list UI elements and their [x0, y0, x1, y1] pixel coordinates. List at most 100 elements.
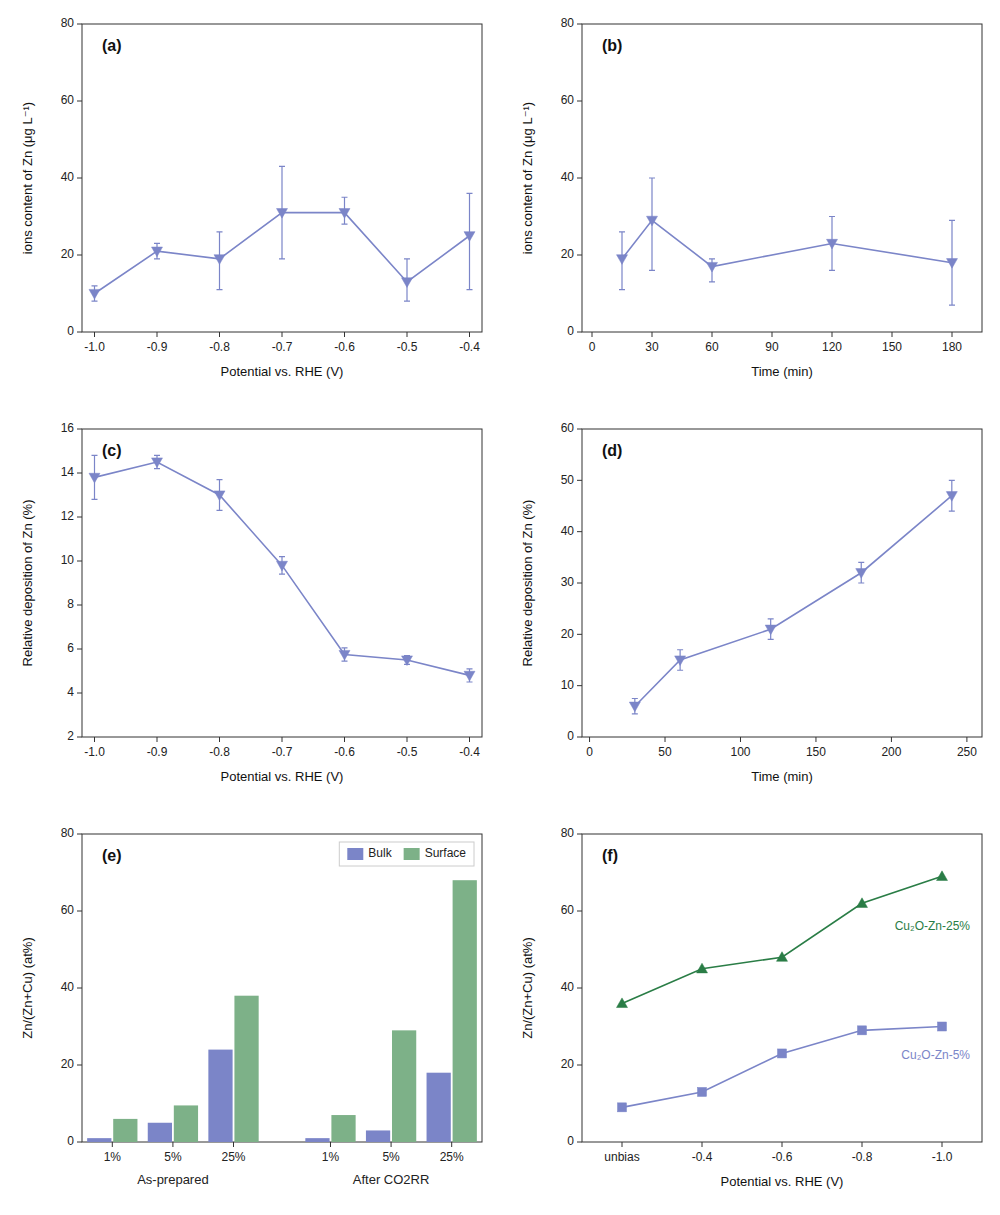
- x-label: Potential vs. RHE (V): [221, 364, 344, 379]
- tick: [577, 178, 582, 179]
- tick: [407, 737, 408, 742]
- tick-label: 25%: [440, 1150, 464, 1164]
- x-axis: -0.4-0.5-0.6-0.7-0.8-0.9-1.0: [84, 737, 480, 759]
- tick: [77, 911, 82, 912]
- tick: [577, 988, 582, 989]
- tick-label: 40: [61, 980, 75, 994]
- tick-label: -1.0: [84, 745, 105, 759]
- tick-label: 90: [765, 340, 779, 354]
- marker: [152, 247, 163, 257]
- tick-label: 0: [67, 324, 74, 338]
- tick-label: 0: [589, 340, 596, 354]
- tick-label: 60: [561, 903, 575, 917]
- marker: [858, 1026, 867, 1035]
- line: [95, 462, 470, 675]
- y-label: Zn/(Zn+Cu) (at%): [520, 937, 535, 1039]
- tick: [712, 332, 713, 337]
- tick: [451, 1142, 452, 1147]
- tick-label: 30: [645, 340, 659, 354]
- bar: [113, 1119, 137, 1142]
- tick-label: 50: [561, 473, 575, 487]
- tick: [344, 332, 345, 337]
- panel-label: (f): [602, 847, 618, 864]
- marker: [697, 963, 708, 973]
- marker: [402, 656, 413, 666]
- bar: [427, 1073, 451, 1142]
- tick: [577, 1142, 582, 1143]
- tick-label: 50: [658, 745, 672, 759]
- tick-label: 14: [61, 465, 75, 479]
- tick-label: 20: [561, 627, 575, 641]
- tick: [219, 737, 220, 742]
- tick-label: -0.4: [692, 1150, 713, 1164]
- tick-label: 20: [561, 247, 575, 261]
- tick-label: 8: [67, 597, 74, 611]
- tick-label: 0: [567, 1134, 574, 1148]
- line: [622, 1027, 942, 1108]
- y-label: ions content of Zn (μg L⁻¹): [520, 102, 535, 254]
- tick: [577, 634, 582, 635]
- x-axis: 0306090120150180: [589, 332, 963, 354]
- tick-label: 0: [567, 729, 574, 743]
- marker: [277, 561, 288, 571]
- tick-label: 0: [586, 745, 593, 759]
- y-axis: 020406080: [61, 16, 82, 338]
- tick-label: 40: [561, 980, 575, 994]
- background: [0, 0, 1000, 1215]
- tick-label: 80: [561, 826, 575, 840]
- marker: [214, 491, 225, 501]
- tick: [77, 24, 82, 25]
- series-label: Cu₂O-Zn-25%: [895, 919, 971, 933]
- tick-label: 60: [705, 340, 719, 354]
- data: [87, 880, 477, 1142]
- tick: [652, 332, 653, 337]
- bar: [208, 1050, 232, 1142]
- tick: [77, 988, 82, 989]
- data: [617, 871, 948, 1112]
- y-axis: 0102030405060: [561, 421, 582, 743]
- marker: [938, 1022, 947, 1031]
- tick: [157, 737, 158, 742]
- tick: [577, 737, 582, 738]
- panel: 0102030405060050100150200250Time (min)Re…: [520, 421, 982, 784]
- marker: [856, 569, 867, 579]
- data: [617, 178, 958, 305]
- plot-frame: [582, 834, 982, 1142]
- tick-label: -0.7: [272, 745, 293, 759]
- tick-label: -0.8: [209, 340, 230, 354]
- marker: [698, 1087, 707, 1096]
- tick-label: 200: [881, 745, 901, 759]
- marker: [464, 232, 475, 242]
- tick: [77, 737, 82, 738]
- tick: [577, 101, 582, 102]
- panel-label: (a): [102, 37, 122, 54]
- tick-label: 40: [561, 170, 575, 184]
- tick-label: 40: [561, 524, 575, 538]
- panel-label: (d): [602, 442, 622, 459]
- marker: [152, 458, 163, 468]
- line: [622, 876, 942, 1003]
- tick: [577, 24, 582, 25]
- tick-label: 1%: [104, 1150, 122, 1164]
- figure: 020406080-0.4-0.5-0.6-0.7-0.8-0.9-1.0Pot…: [0, 0, 1000, 1215]
- panel-label: (c): [102, 442, 122, 459]
- tick: [772, 332, 773, 337]
- marker: [339, 209, 350, 219]
- plot-frame: [582, 24, 982, 332]
- tick: [77, 834, 82, 835]
- tick-label: 100: [730, 745, 750, 759]
- bar: [366, 1130, 390, 1142]
- tick-label: 40: [61, 170, 75, 184]
- x-axis: 1%5%25%1%5%25%As-preparedAfter CO2RR: [104, 1142, 464, 1187]
- tick: [832, 332, 833, 337]
- panel: 0204060800306090120150180Time (min)ions …: [520, 16, 982, 379]
- group-label: After CO2RR: [353, 1172, 430, 1187]
- data: [89, 455, 475, 682]
- y-label: Relative deposition of Zn (%): [520, 500, 535, 667]
- tick-label: 120: [822, 340, 842, 354]
- tick-label: -0.5: [397, 745, 418, 759]
- tick: [77, 605, 82, 606]
- tick: [330, 1142, 331, 1147]
- marker: [89, 289, 100, 299]
- bar: [392, 1030, 416, 1142]
